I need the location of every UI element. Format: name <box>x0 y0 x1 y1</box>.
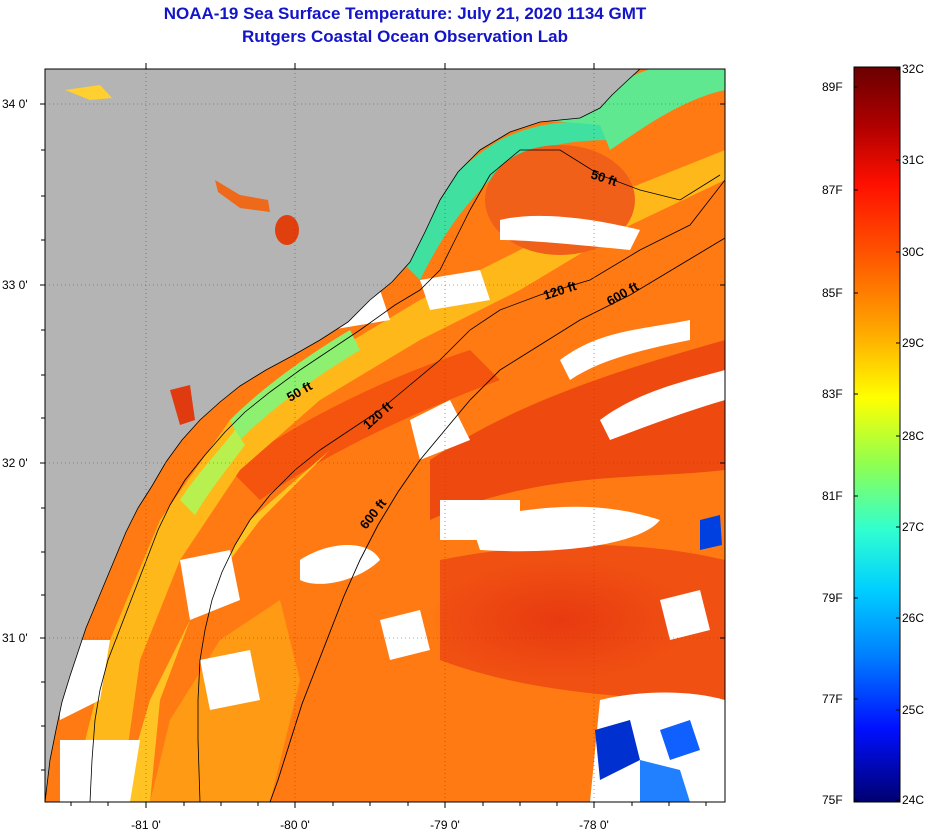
inland-water <box>215 180 270 212</box>
warm-patch <box>430 560 690 680</box>
mid-shelf-water <box>120 450 330 802</box>
colorbar-fahrenheit-label: 77F <box>822 692 843 706</box>
longitude-label: -78 0' <box>579 818 609 832</box>
isobath-600ft <box>269 237 725 802</box>
colorbar-fahrenheit-label: 89F <box>822 80 843 94</box>
land <box>45 69 640 802</box>
cool-nearshore-water <box>400 121 610 280</box>
cool-nearshore-water <box>540 69 725 150</box>
colorbar-fahrenheit-label: 85F <box>822 286 843 300</box>
latitude-label: 31 0' <box>2 631 28 645</box>
colorbar-celsius-label: 24C <box>902 793 925 807</box>
inland-water <box>65 85 112 100</box>
longitude-label: -80 0' <box>280 818 310 832</box>
cold-patch <box>595 515 722 802</box>
latitude-label: 33 0' <box>2 278 28 292</box>
colorbar-celsius-label: 31C <box>902 153 925 167</box>
colorbar-celsius-label: 32C <box>902 62 925 76</box>
colorbar-fahrenheit-label: 83F <box>822 387 843 401</box>
latitude-label: 34 0' <box>2 97 28 111</box>
colorbar-celsius-label: 27C <box>902 520 925 534</box>
warm-band <box>430 340 725 520</box>
colorbar-celsius-label: 25C <box>902 703 925 717</box>
isobath-120ft <box>197 179 725 802</box>
warm-band <box>230 350 500 500</box>
longitude-label: -79 0' <box>430 818 460 832</box>
cloud-cover <box>60 215 725 802</box>
colorbar-fahrenheit-label: 87F <box>822 183 843 197</box>
latitude-label: 32 0' <box>2 456 28 470</box>
inland-water <box>275 215 299 245</box>
colorbar <box>853 66 901 803</box>
longitude-label: -81 0' <box>131 818 161 832</box>
colorbar-ticks <box>854 68 900 801</box>
coastline <box>45 69 641 802</box>
colorbar-celsius-label: 26C <box>902 611 925 625</box>
map-subtitle: Rutgers Coastal Ocean Observation Lab <box>242 27 568 46</box>
colorbar-fahrenheit-label: 81F <box>822 489 843 503</box>
colorbar-celsius-label: 29C <box>902 336 925 350</box>
colorbar-celsius-label: 28C <box>902 429 925 443</box>
colorbar-fahrenheit-label: 75F <box>822 793 843 807</box>
isobath-50ft <box>89 149 721 802</box>
axis-ticks <box>40 63 725 808</box>
inland-water <box>170 385 195 425</box>
cool-nearshore-water <box>180 430 245 515</box>
map-frame <box>44 68 726 803</box>
map-title: NOAA-19 Sea Surface Temperature: July 21… <box>163 4 647 23</box>
colorbar-celsius-label: 30C <box>902 245 925 259</box>
colorbar-fahrenheit-label: 79F <box>822 591 843 605</box>
graticule <box>45 69 725 802</box>
